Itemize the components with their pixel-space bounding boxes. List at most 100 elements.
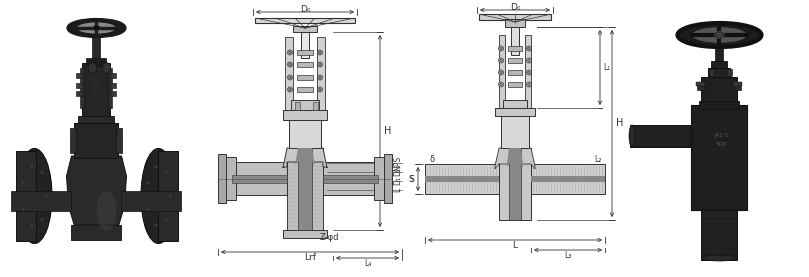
Bar [425,176,499,182]
Bar [297,62,313,67]
Ellipse shape [169,194,172,198]
Bar [16,151,36,241]
Ellipse shape [498,82,503,87]
Bar [317,37,325,120]
Bar [111,91,116,96]
Bar [323,175,378,183]
Text: L: L [512,240,518,250]
Bar [727,69,732,76]
Bar [620,0,809,277]
Bar [701,210,738,260]
Ellipse shape [22,181,25,184]
Text: NPS: NPS [393,155,402,171]
Ellipse shape [527,47,530,50]
Ellipse shape [500,83,502,86]
Bar [74,123,118,158]
Bar [499,35,505,108]
Bar [218,154,226,203]
Text: D₁: D₁ [393,176,402,185]
Bar [505,19,525,27]
Bar [711,61,727,68]
Text: S: S [409,175,413,183]
Ellipse shape [701,255,738,261]
Bar [255,18,355,23]
Bar [116,128,122,153]
Bar [499,148,531,220]
Bar [301,32,309,58]
Text: δ: δ [430,155,434,165]
Bar [630,125,692,147]
Bar [222,157,236,200]
Bar [291,100,319,110]
Bar [71,225,121,240]
Ellipse shape [22,207,25,211]
Ellipse shape [96,191,116,231]
Text: D₂: D₂ [393,168,402,176]
Bar [323,162,378,195]
Text: Z-φd: Z-φd [320,232,340,242]
Bar [501,116,529,148]
Bar [285,37,293,120]
Ellipse shape [527,59,530,62]
Polygon shape [66,156,126,226]
Bar [77,83,83,88]
Ellipse shape [155,165,157,168]
Ellipse shape [141,148,176,243]
Bar [700,101,739,109]
Bar [297,75,313,80]
Bar [289,120,321,148]
Bar [525,35,531,108]
Text: J41-1: J41-1 [714,132,729,137]
Bar [697,82,705,90]
Ellipse shape [40,171,44,174]
Bar [111,73,116,78]
Text: L₃: L₃ [565,250,572,260]
Ellipse shape [500,47,502,50]
Ellipse shape [498,46,503,51]
Ellipse shape [527,83,530,86]
Ellipse shape [527,70,532,75]
Bar [313,102,318,110]
Bar [283,230,327,238]
Bar [70,128,77,153]
Ellipse shape [319,63,321,66]
Ellipse shape [319,88,321,91]
Text: 500: 500 [716,142,727,147]
Text: D₀: D₀ [300,4,310,14]
Ellipse shape [40,218,44,221]
Bar [508,82,522,87]
Text: Lrf: Lrf [304,253,316,261]
Bar [701,77,738,105]
Bar [121,191,181,211]
Bar [297,87,313,92]
Ellipse shape [45,194,48,198]
Text: L₄: L₄ [364,258,371,268]
Bar [495,108,535,116]
Polygon shape [495,148,535,169]
Bar [77,91,83,96]
Text: L₁: L₁ [603,63,610,72]
Text: H: H [616,119,624,129]
Bar [425,164,499,194]
Bar [232,162,287,195]
Ellipse shape [317,87,323,92]
Bar [3,0,200,277]
Ellipse shape [164,218,167,221]
Bar [479,14,551,20]
Ellipse shape [714,32,725,39]
Bar [77,73,83,78]
Bar [11,191,71,211]
Bar [508,70,522,75]
Ellipse shape [500,59,502,62]
Bar [159,151,179,241]
Bar [78,116,115,126]
Polygon shape [88,62,96,74]
Bar [692,105,748,210]
Bar [709,69,714,76]
Polygon shape [295,148,315,166]
Polygon shape [103,62,111,74]
Ellipse shape [317,62,323,67]
Text: D₀: D₀ [510,2,520,12]
Ellipse shape [317,75,323,80]
Ellipse shape [146,207,149,211]
